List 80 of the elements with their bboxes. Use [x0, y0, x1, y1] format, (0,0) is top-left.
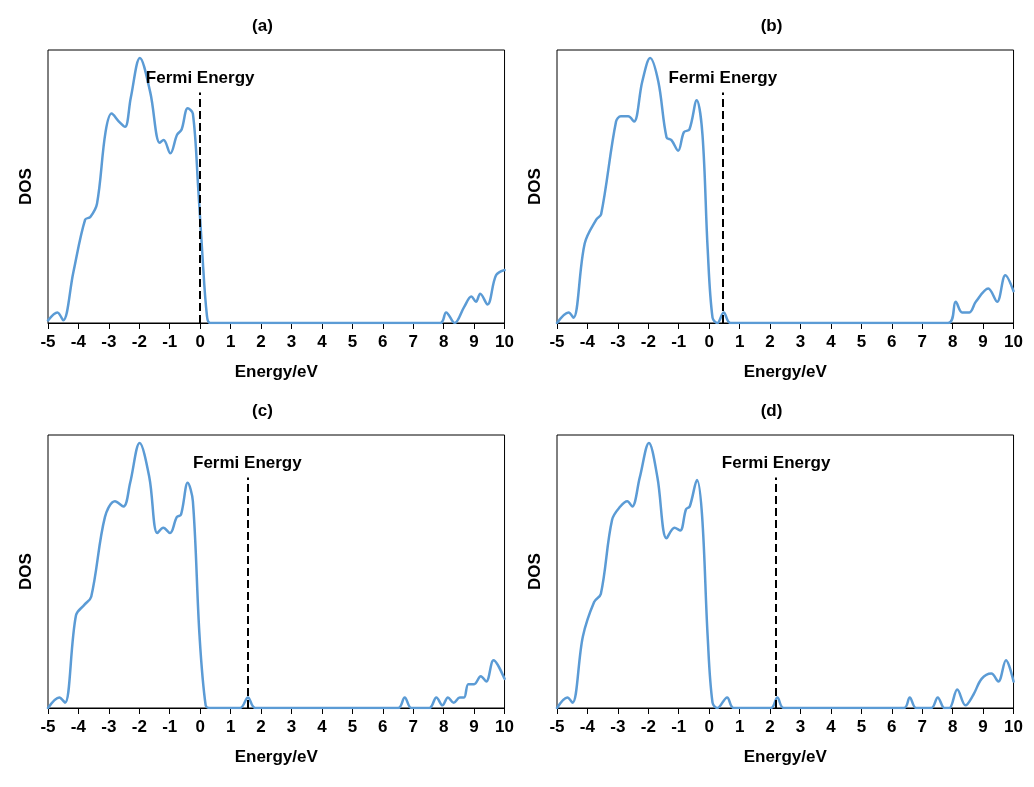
x-tick-label: -3	[101, 717, 117, 736]
x-tick-label: 1	[734, 717, 745, 736]
x-tick-label: 8	[947, 717, 958, 736]
chart-title: (c)	[252, 401, 273, 420]
x-tick-label: 4	[317, 717, 328, 736]
x-tick-label: 7	[408, 332, 418, 351]
y-axis-title: DOS	[525, 553, 544, 590]
x-axis-title: Energy/eV	[234, 747, 319, 766]
x-tick-label: 10	[495, 332, 515, 351]
x-tick-label: -5	[549, 332, 565, 351]
chart-title: (b)	[760, 16, 783, 35]
x-tick-label: 0	[704, 717, 714, 736]
x-tick-label: 10	[495, 717, 515, 736]
chart-title: (a)	[252, 16, 273, 35]
x-axis-title: Energy/eV	[234, 362, 319, 381]
x-tick-label: -1	[671, 332, 687, 351]
x-tick-label: -1	[162, 332, 178, 351]
x-tick-label: -5	[549, 717, 565, 736]
x-tick-label: -2	[131, 332, 147, 351]
chart-title: (d)	[760, 401, 783, 420]
x-tick-label: -3	[610, 332, 626, 351]
x-tick-label: 0	[704, 332, 714, 351]
y-axis-title: DOS	[16, 168, 35, 205]
x-tick-label: 5	[856, 717, 867, 736]
x-tick-label: 3	[286, 717, 297, 736]
x-tick-label: 2	[256, 717, 266, 736]
x-tick-label: 5	[347, 332, 358, 351]
x-tick-label: -4	[70, 717, 87, 736]
x-tick-label: 9	[469, 332, 479, 351]
x-tick-label: 3	[795, 332, 806, 351]
x-tick-label: 9	[978, 717, 988, 736]
x-tick-label: -1	[162, 717, 178, 736]
x-tick-label: -2	[640, 332, 656, 351]
x-tick-label: 7	[408, 717, 418, 736]
x-axis-title: Energy/eV	[743, 747, 828, 766]
x-tick-label: 2	[765, 332, 775, 351]
x-tick-label: -1	[671, 717, 687, 736]
x-tick-label: 7	[917, 717, 927, 736]
x-tick-label: 2	[765, 717, 775, 736]
x-tick-label: 6	[378, 717, 388, 736]
x-tick-label: 3	[795, 717, 806, 736]
x-tick-label: -5	[40, 717, 56, 736]
ref-line-label: Fermi Energy	[193, 453, 303, 473]
x-tick-label: -3	[610, 717, 626, 736]
x-tick-label: 1	[225, 332, 236, 351]
x-tick-label: 5	[856, 332, 867, 351]
x-tick-label: 3	[286, 332, 297, 351]
x-axis-title: Energy/eV	[743, 362, 828, 381]
x-tick-label: -4	[579, 332, 596, 351]
x-tick-label: -2	[640, 717, 656, 736]
x-tick-label: 4	[826, 332, 837, 351]
x-tick-label: 8	[438, 332, 449, 351]
x-tick-label: 1	[225, 717, 236, 736]
x-tick-label: 10	[1004, 717, 1024, 736]
x-tick-label: 9	[469, 717, 479, 736]
x-tick-label: -4	[70, 332, 87, 351]
x-tick-label: -2	[131, 717, 147, 736]
x-tick-label: -4	[579, 717, 596, 736]
ref-line-label: Fermi Energy	[721, 453, 832, 473]
x-tick-label: 1	[734, 332, 745, 351]
x-tick-label: 10	[1004, 332, 1024, 351]
x-tick-label: 0	[195, 717, 205, 736]
ref-line-label: Fermi Energy	[145, 68, 256, 88]
y-axis-title: DOS	[525, 168, 544, 205]
x-tick-label: 4	[317, 332, 328, 351]
x-tick-label: 8	[947, 332, 958, 351]
x-tick-label: 6	[887, 332, 897, 351]
ref-line-label: Fermi Energy	[668, 68, 778, 88]
x-tick-label: 6	[378, 332, 388, 351]
y-axis-title: DOS	[16, 553, 35, 590]
x-tick-label: 8	[438, 717, 449, 736]
x-tick-label: 2	[256, 332, 266, 351]
x-tick-label: 0	[195, 332, 205, 351]
x-tick-label: 4	[826, 717, 837, 736]
x-tick-label: 7	[917, 332, 927, 351]
x-tick-label: -5	[40, 332, 56, 351]
x-tick-label: 5	[347, 717, 358, 736]
x-tick-label: 9	[978, 332, 988, 351]
x-tick-label: 6	[887, 717, 897, 736]
x-tick-label: -3	[101, 332, 117, 351]
